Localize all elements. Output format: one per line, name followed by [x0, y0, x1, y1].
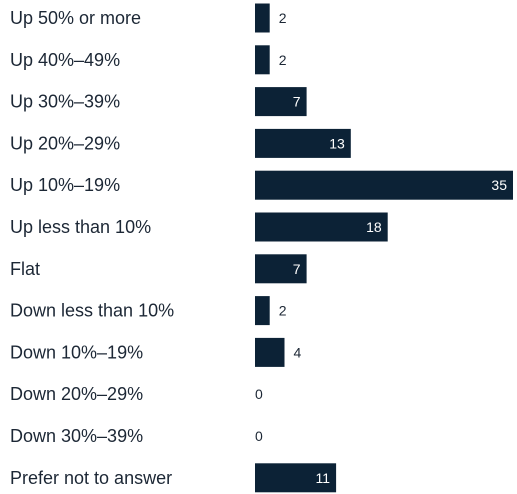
category-label: Up 10%–19%: [10, 175, 120, 195]
bar: [255, 3, 270, 33]
value-label: 7: [293, 261, 301, 277]
category-label: Flat: [10, 259, 40, 279]
value-label: 0: [255, 428, 263, 444]
value-label: 13: [329, 135, 345, 151]
bar: [255, 212, 388, 242]
category-label: Up less than 10%: [10, 217, 151, 237]
bar: [255, 296, 270, 326]
value-label: 7: [293, 94, 301, 110]
value-label: 35: [491, 177, 507, 193]
value-label: 4: [294, 344, 302, 360]
bar: [255, 337, 285, 367]
value-label: 2: [279, 303, 287, 319]
category-label: Down less than 10%: [10, 301, 174, 321]
category-label: Down 30%–39%: [10, 426, 143, 446]
value-label: 18: [366, 219, 382, 235]
value-label: 2: [279, 10, 287, 26]
bar: [255, 45, 270, 75]
value-label: 2: [279, 52, 287, 68]
category-label: Down 10%–19%: [10, 342, 143, 362]
bar: [255, 170, 513, 200]
category-label: Up 40%–49%: [10, 50, 120, 70]
category-label: Up 30%–39%: [10, 92, 120, 112]
value-label: 0: [255, 386, 263, 402]
category-label: Up 50% or more: [10, 8, 141, 28]
bar: [255, 254, 307, 284]
category-label: Prefer not to answer: [10, 468, 172, 488]
value-label: 11: [316, 470, 331, 486]
bar: [255, 87, 307, 117]
category-label: Down 20%–29%: [10, 384, 143, 404]
bar: [255, 128, 351, 158]
category-label: Up 20%–29%: [10, 133, 120, 153]
bar: [255, 463, 337, 493]
